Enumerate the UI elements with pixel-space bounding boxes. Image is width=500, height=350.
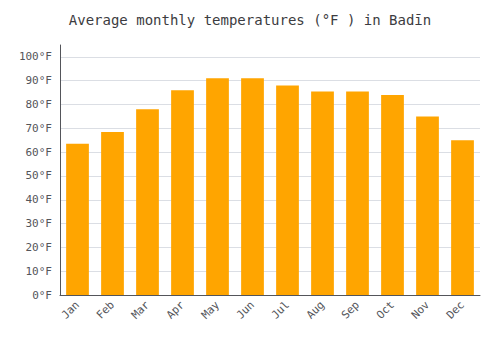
svg-text:Aug: Aug [304, 298, 327, 321]
svg-text:30°F: 30°F [26, 217, 53, 230]
svg-text:90°F: 90°F [26, 74, 53, 87]
svg-text:Feb: Feb [94, 298, 117, 321]
svg-text:Jan: Jan [59, 298, 82, 321]
svg-text:Jun: Jun [234, 298, 257, 321]
svg-text:70°F: 70°F [26, 122, 53, 135]
svg-text:100°F: 100°F [19, 50, 52, 63]
svg-text:40°F: 40°F [26, 193, 53, 206]
svg-text:Mar: Mar [129, 298, 152, 321]
svg-text:50°F: 50°F [26, 169, 53, 182]
svg-text:60°F: 60°F [26, 146, 53, 159]
svg-text:Jul: Jul [269, 298, 292, 321]
svg-text:10°F: 10°F [26, 265, 53, 278]
svg-text:Sep: Sep [339, 298, 362, 321]
svg-text:Nov: Nov [409, 298, 432, 321]
svg-text:May: May [199, 298, 222, 321]
svg-text:Oct: Oct [374, 298, 397, 321]
svg-text:Apr: Apr [164, 298, 187, 321]
svg-text:0°F: 0°F [32, 289, 52, 302]
svg-text:80°F: 80°F [26, 98, 53, 111]
svg-text:Dec: Dec [444, 298, 467, 321]
svg-text:20°F: 20°F [26, 241, 53, 254]
svg-text:Average monthly temperatures (: Average monthly temperatures (°F ) in Ba… [69, 12, 431, 28]
